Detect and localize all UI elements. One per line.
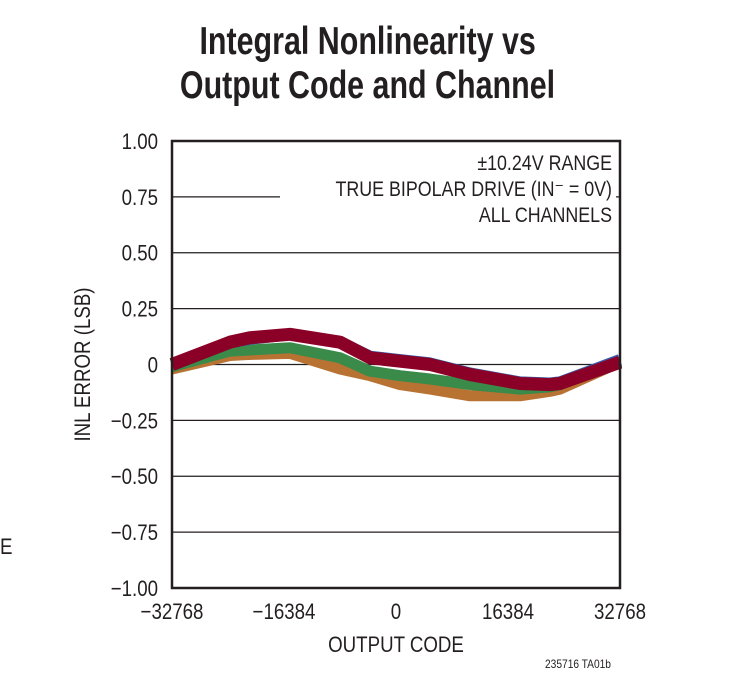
x-tick-label: 32768 <box>594 601 646 625</box>
plot-frame <box>170 139 622 590</box>
y-tick-label: −0.25 <box>111 410 158 434</box>
y-axis-label: INL ERROR (LSB) <box>72 287 96 441</box>
y-tick-label: 0 <box>148 354 158 378</box>
y-tick-label: −0.75 <box>111 522 158 546</box>
series-band-3 <box>169 327 623 392</box>
x-tick-label: −32768 <box>141 601 204 625</box>
annotation-line: TRUE BIPOLAR DRIVE (IN⁻ = 0V) <box>336 178 612 202</box>
y-tick-label: 0.50 <box>122 242 158 266</box>
x-tick-label: 16384 <box>482 601 534 625</box>
y-tick-label: 0.25 <box>122 298 158 322</box>
stray-text: E <box>0 534 13 559</box>
y-tick-label: −0.50 <box>111 466 158 490</box>
title-line-2: Output Code and Channel <box>179 64 556 107</box>
x-axis-label: OUTPUT CODE <box>328 634 464 658</box>
y-tick-label: 0.75 <box>122 187 158 211</box>
title-line-1: Integral Nonlinearity vs <box>199 20 536 63</box>
y-tick-label: 1.00 <box>122 131 158 155</box>
chart-title: Integral Nonlinearity vs Output Code and… <box>0 20 735 108</box>
annotation-line: ±10.24V RANGE <box>477 152 612 176</box>
annotation-background <box>280 146 616 232</box>
y-tick-label: −1.00 <box>111 578 158 602</box>
x-tick-label: 0 <box>391 601 401 625</box>
figure-code: 235716 TA01b <box>545 657 611 671</box>
annotation-line: ALL CHANNELS <box>479 204 612 228</box>
x-tick-label: −16384 <box>253 601 316 625</box>
